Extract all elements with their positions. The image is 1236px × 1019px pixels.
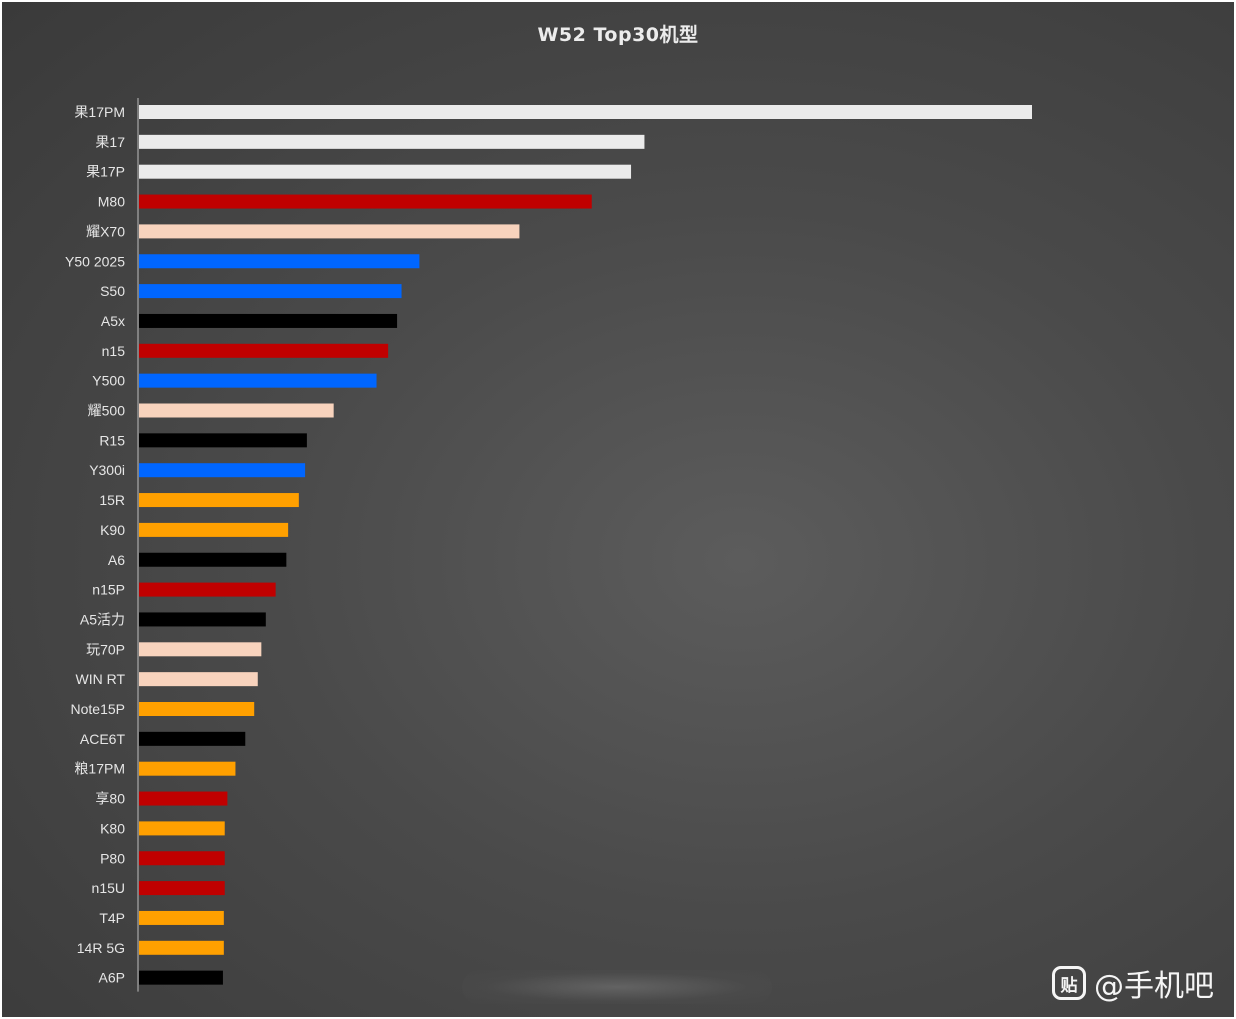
category-label: K80: [100, 820, 125, 836]
bar: [139, 134, 645, 149]
category-label: 果17P: [86, 164, 125, 180]
bar: [139, 612, 266, 627]
category-label: K90: [100, 522, 125, 538]
category-label: WIN RT: [75, 671, 125, 687]
bar: [139, 194, 592, 209]
category-label: A6: [108, 552, 125, 568]
watermark-text: @手机吧: [1094, 969, 1214, 1004]
bar: [139, 582, 276, 597]
bar: [139, 403, 334, 418]
category-label: R15: [99, 432, 125, 448]
category-label: 14R 5G: [77, 940, 125, 956]
category-label: 耀X70: [86, 223, 125, 239]
bar: [139, 433, 307, 448]
category-label: P80: [100, 850, 125, 866]
bar: [139, 702, 255, 716]
category-label: S50: [100, 283, 125, 299]
bar: [139, 493, 299, 508]
category-label: M80: [98, 194, 125, 210]
bar: [139, 284, 402, 299]
category-label: 玩70P: [86, 641, 125, 657]
bar: [139, 642, 262, 657]
bar: [139, 552, 287, 567]
watermark: 贴 @手机吧: [1052, 961, 1214, 1005]
bar: [139, 522, 289, 537]
category-label: 果17: [95, 134, 125, 150]
category-label: Note15P: [71, 701, 125, 717]
category-label: Y50 2025: [65, 253, 125, 269]
bar: [139, 463, 306, 478]
bar: [139, 791, 228, 806]
category-label: n15U: [92, 880, 125, 896]
tieba-icon: 贴: [1052, 966, 1086, 1000]
bar: [139, 164, 632, 179]
bar: [139, 672, 258, 687]
category-label: 15R: [99, 492, 125, 508]
bar: [139, 254, 420, 269]
bar: [139, 105, 1032, 119]
bar: [139, 343, 389, 358]
blurred-overlay: [462, 970, 772, 1004]
bar: [139, 940, 224, 955]
category-label: Y500: [92, 373, 125, 389]
bar: [139, 373, 377, 388]
category-label: A5活力: [80, 611, 125, 627]
chart-title: W52 Top30机型: [537, 24, 699, 46]
bar: [139, 851, 225, 866]
bar: [139, 731, 246, 746]
category-label: 果17PM: [74, 104, 125, 120]
bar: [139, 224, 520, 239]
category-label: 享80: [95, 791, 125, 807]
category-label: n15P: [92, 582, 125, 598]
bar: [139, 761, 236, 776]
category-label: Y300i: [89, 462, 125, 478]
bar: [139, 881, 225, 896]
category-label: T4P: [99, 910, 125, 926]
bar: [139, 313, 398, 328]
category-label: 粮17PM: [74, 761, 125, 777]
category-label: A6P: [99, 970, 125, 986]
bar: [139, 970, 223, 985]
bar: [139, 910, 224, 925]
category-label: A5x: [101, 313, 125, 329]
category-label: ACE6T: [80, 731, 126, 747]
category-label: n15: [102, 343, 126, 359]
bar: [139, 821, 225, 836]
category-label: 耀500: [88, 403, 126, 419]
